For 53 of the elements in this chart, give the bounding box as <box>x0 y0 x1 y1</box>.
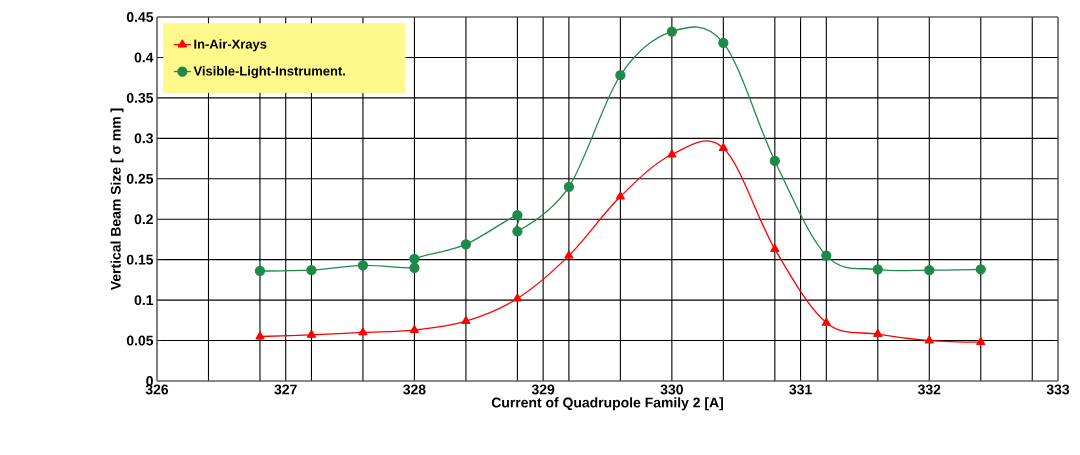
y-tick-label: 0.25 <box>126 173 154 184</box>
point <box>409 262 420 273</box>
point <box>461 316 471 325</box>
point <box>821 250 832 261</box>
point <box>306 329 316 338</box>
point <box>770 244 780 253</box>
y-tick-label: 0.3 <box>134 133 153 144</box>
legend-label: Visible-Light-Instrument. <box>193 66 345 79</box>
point <box>924 335 934 344</box>
point <box>512 210 523 221</box>
y-tick-label: 0.05 <box>126 335 154 346</box>
point <box>718 142 728 151</box>
point <box>358 327 368 336</box>
y-tick-label: 0.35 <box>126 92 154 103</box>
point <box>306 265 317 276</box>
y-tick-label: 0.45 <box>126 12 154 22</box>
x-tick-label: 330 <box>660 384 683 395</box>
point <box>409 324 419 333</box>
point <box>357 260 369 271</box>
point <box>512 226 523 237</box>
x-tick-label: 327 <box>274 384 297 395</box>
y-tick-label: 0.4 <box>134 52 154 63</box>
point <box>512 293 522 302</box>
x-tick-label: 328 <box>403 384 426 395</box>
x-axis-title: Current of Quadrupole Family 2 [A] <box>491 397 723 411</box>
legend-label: In-Air-Xrays <box>194 39 267 52</box>
point <box>873 328 883 337</box>
point <box>821 317 831 326</box>
x-tick-label: 332 <box>917 384 941 395</box>
point <box>615 191 625 200</box>
point <box>924 265 935 276</box>
point <box>666 26 677 37</box>
y-tick-label: 0.1 <box>134 295 154 306</box>
x-tick-label: 329 <box>531 384 555 395</box>
point <box>718 37 729 49</box>
x-tick-label: 331 <box>789 384 812 395</box>
x-tick-label: 326 <box>145 384 169 395</box>
point <box>769 155 780 167</box>
point <box>975 264 986 275</box>
point <box>615 70 626 81</box>
point <box>976 337 986 346</box>
point <box>872 264 883 275</box>
point <box>564 250 574 259</box>
point <box>460 239 472 250</box>
x-tick-label: 333 <box>1046 384 1070 395</box>
point <box>563 181 575 192</box>
y-axis-title: Vertical Beam Size [ σ mm ] <box>110 108 124 291</box>
point <box>254 265 266 277</box>
point <box>667 149 677 158</box>
point <box>255 331 265 340</box>
y-tick-label: 0.15 <box>126 254 154 265</box>
point <box>409 253 420 264</box>
y-tick-label: 0.2 <box>134 214 153 225</box>
